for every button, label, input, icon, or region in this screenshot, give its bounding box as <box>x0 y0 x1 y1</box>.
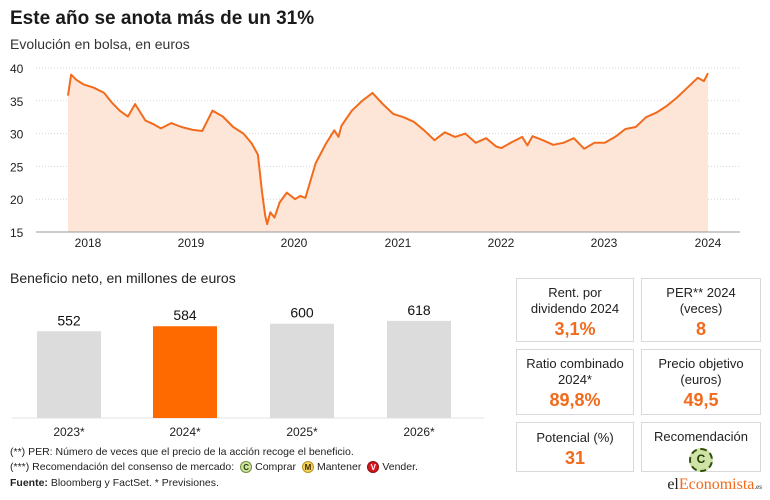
bar-category-label: 2024* <box>169 425 201 439</box>
kpi-dividend-yield: Rent. por dividendo 2024 3,1% <box>516 278 634 342</box>
source-label: Fuente: <box>10 477 48 489</box>
y-tick-label: 40 <box>10 62 24 76</box>
kpi-label: PER** 2024 (veces) <box>666 285 736 316</box>
net-profit-bar-chart: 552 2023* 584 2024* 600 2025* 618 2026* <box>12 302 484 439</box>
kpi-potential: Potencial (%) 31 <box>516 422 634 472</box>
legend-sell-label: Vender. <box>382 461 418 473</box>
source-note: Fuente: Bloomberg y FactSet. * Prevision… <box>10 477 219 489</box>
bar-value-label: 584 <box>173 307 197 323</box>
kpi-recommendation: Recomendación C <box>641 422 761 472</box>
kpi-value: 89,8% <box>549 390 601 410</box>
kpi-value: 8 <box>695 319 706 339</box>
price-area <box>68 73 708 232</box>
kpi-per: PER** 2024 (veces) 8 <box>641 278 761 342</box>
x-tick-label: 2021 <box>385 236 412 250</box>
y-tick-label: 30 <box>10 128 24 142</box>
bar-2024 <box>153 326 217 418</box>
legend-buy-label: Comprar <box>255 461 296 473</box>
kpi-target-price: Precio objetivo (euros) 49,5 <box>641 349 761 415</box>
publisher-logo: elEconomista.es <box>667 476 762 494</box>
bar-value-label: 600 <box>290 305 314 321</box>
y-tick-label: 25 <box>10 160 24 174</box>
x-tick-label: 2020 <box>281 236 308 250</box>
kpi-value: 3,1% <box>554 319 596 339</box>
legend-hold-label: Mantener <box>316 461 362 473</box>
bar-value-label: 618 <box>407 302 431 318</box>
bar-value-label: 552 <box>57 312 81 328</box>
kpi-label: Recomendación <box>654 429 748 444</box>
x-tick-label: 2019 <box>178 236 205 250</box>
hold-icon: M <box>301 461 314 473</box>
stock-price-chart: 15 20 25 30 35 40 2018 2019 2020 2021 2022 2023 2024 <box>10 62 740 250</box>
x-tick-label: 2022 <box>488 236 515 250</box>
kpi-label: Ratio combinado 2024* <box>526 356 624 387</box>
recommendation-legend: (***) Recomendación del consenso de merc… <box>10 461 418 473</box>
kpi-label: Rent. por dividendo 2024 <box>530 285 620 316</box>
x-tick-label: 2023 <box>591 236 618 250</box>
bar-2023 <box>37 331 101 418</box>
y-tick-label: 35 <box>10 95 24 109</box>
bar-2025 <box>270 323 334 418</box>
bar-category-label: 2026* <box>403 425 435 439</box>
y-tick-label: 20 <box>10 193 24 207</box>
kpi-combined-ratio: Ratio combinado 2024* 89,8% <box>516 349 634 415</box>
kpi-value: 31 <box>564 448 586 468</box>
x-tick-label: 2018 <box>75 236 102 250</box>
bar-chart-title: Beneficio neto, en millones de euros <box>10 270 236 286</box>
per-footnote: (**) PER: Número de veces que el precio … <box>10 446 354 458</box>
buy-icon: C <box>240 461 253 473</box>
logo-part-economista: Economista <box>678 476 755 493</box>
legend-prefix: (***) Recomendación del consenso de merc… <box>10 461 235 473</box>
logo-part-es: .es <box>754 483 762 491</box>
source-text: Bloomberg y FactSet. * Previsiones. <box>47 477 219 489</box>
kpi-label: Potencial (%) <box>536 430 614 445</box>
x-tick-label: 2024 <box>695 236 722 250</box>
kpi-value: 49,5 <box>683 390 719 410</box>
price-line <box>67 72 709 226</box>
bar-2026 <box>387 320 451 418</box>
kpi-label: Precio objetivo (euros) <box>658 356 744 387</box>
chart-title: Este año se anota más de un 31% <box>10 8 315 29</box>
sell-icon: V <box>367 461 380 473</box>
chart-subtitle: Evolución en bolsa, en euros <box>10 36 190 52</box>
logo-part-el: el <box>667 476 679 493</box>
bar-category-label: 2023* <box>53 425 85 439</box>
bar-category-label: 2025* <box>286 425 318 439</box>
recommendation-buy-icon: C <box>689 448 713 472</box>
y-tick-label: 15 <box>10 226 24 240</box>
